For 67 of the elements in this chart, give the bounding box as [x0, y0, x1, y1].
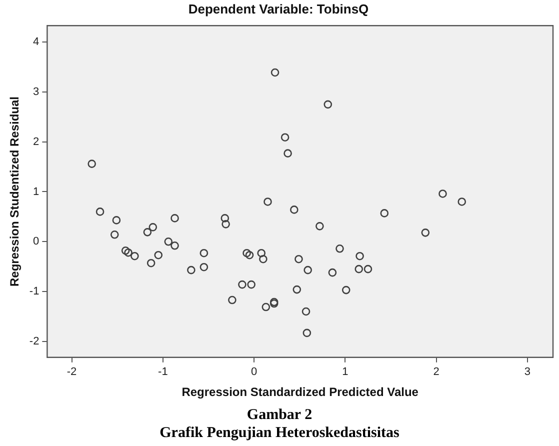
point — [187, 266, 196, 274]
x-tick-label: -1 — [158, 366, 168, 378]
point — [154, 250, 163, 260]
point — [170, 241, 179, 250]
point — [143, 228, 152, 236]
point — [247, 280, 256, 289]
point — [292, 285, 302, 294]
x-tick-label: 2 — [433, 366, 440, 378]
point — [242, 248, 251, 258]
x-tick-label: -2 — [66, 366, 77, 378]
y-tick-label: 3 — [33, 86, 40, 98]
point — [294, 254, 303, 264]
point — [112, 216, 121, 224]
point — [124, 248, 132, 257]
point — [228, 296, 236, 304]
point — [364, 264, 372, 274]
point — [200, 248, 208, 258]
point — [110, 230, 119, 239]
chart-title: Dependent Variable: TobinsQ — [188, 1, 369, 16]
x-tick-label: 0 — [251, 366, 258, 378]
point — [130, 252, 139, 260]
point — [354, 264, 364, 274]
point — [121, 246, 130, 255]
point — [302, 328, 312, 338]
point — [146, 258, 156, 268]
x-tick-label: 3 — [524, 366, 531, 378]
point — [148, 223, 158, 232]
point — [356, 252, 364, 260]
point — [316, 222, 324, 230]
point — [88, 160, 96, 168]
point — [280, 133, 290, 142]
point — [284, 149, 292, 158]
point — [324, 100, 332, 109]
point — [380, 209, 389, 218]
point — [257, 248, 266, 258]
point — [222, 220, 230, 228]
point — [302, 307, 310, 316]
point — [421, 228, 430, 237]
y-tick-label: 4 — [33, 36, 40, 48]
point — [342, 286, 350, 294]
y-axis-title: Regression Studentized Residual — [8, 96, 22, 287]
point — [245, 250, 254, 260]
point — [262, 302, 270, 312]
point — [458, 198, 466, 206]
y-tick-label: 1 — [33, 186, 40, 198]
point — [164, 237, 173, 246]
y-tick-label: 2 — [33, 136, 40, 148]
point — [220, 214, 230, 222]
y-tick-label: 0 — [33, 236, 40, 248]
point — [264, 198, 272, 206]
point — [304, 266, 312, 274]
point — [96, 208, 104, 216]
point — [438, 190, 447, 198]
text: Grafik Pengujian Heteroskedastisitas — [158, 424, 400, 442]
point — [290, 206, 298, 214]
point — [259, 254, 268, 264]
point — [238, 280, 246, 289]
x-axis-title: Regression Standardized Predicted Value — [182, 385, 419, 400]
point — [336, 244, 344, 253]
x-tick-label: 1 — [342, 366, 348, 378]
point — [270, 68, 280, 77]
point — [328, 268, 337, 277]
y-tick-label: -2 — [29, 335, 40, 348]
point — [170, 214, 179, 222]
text: Gambar 2 — [246, 406, 314, 424]
point — [200, 262, 208, 272]
y-tick-label: -1 — [29, 286, 40, 298]
